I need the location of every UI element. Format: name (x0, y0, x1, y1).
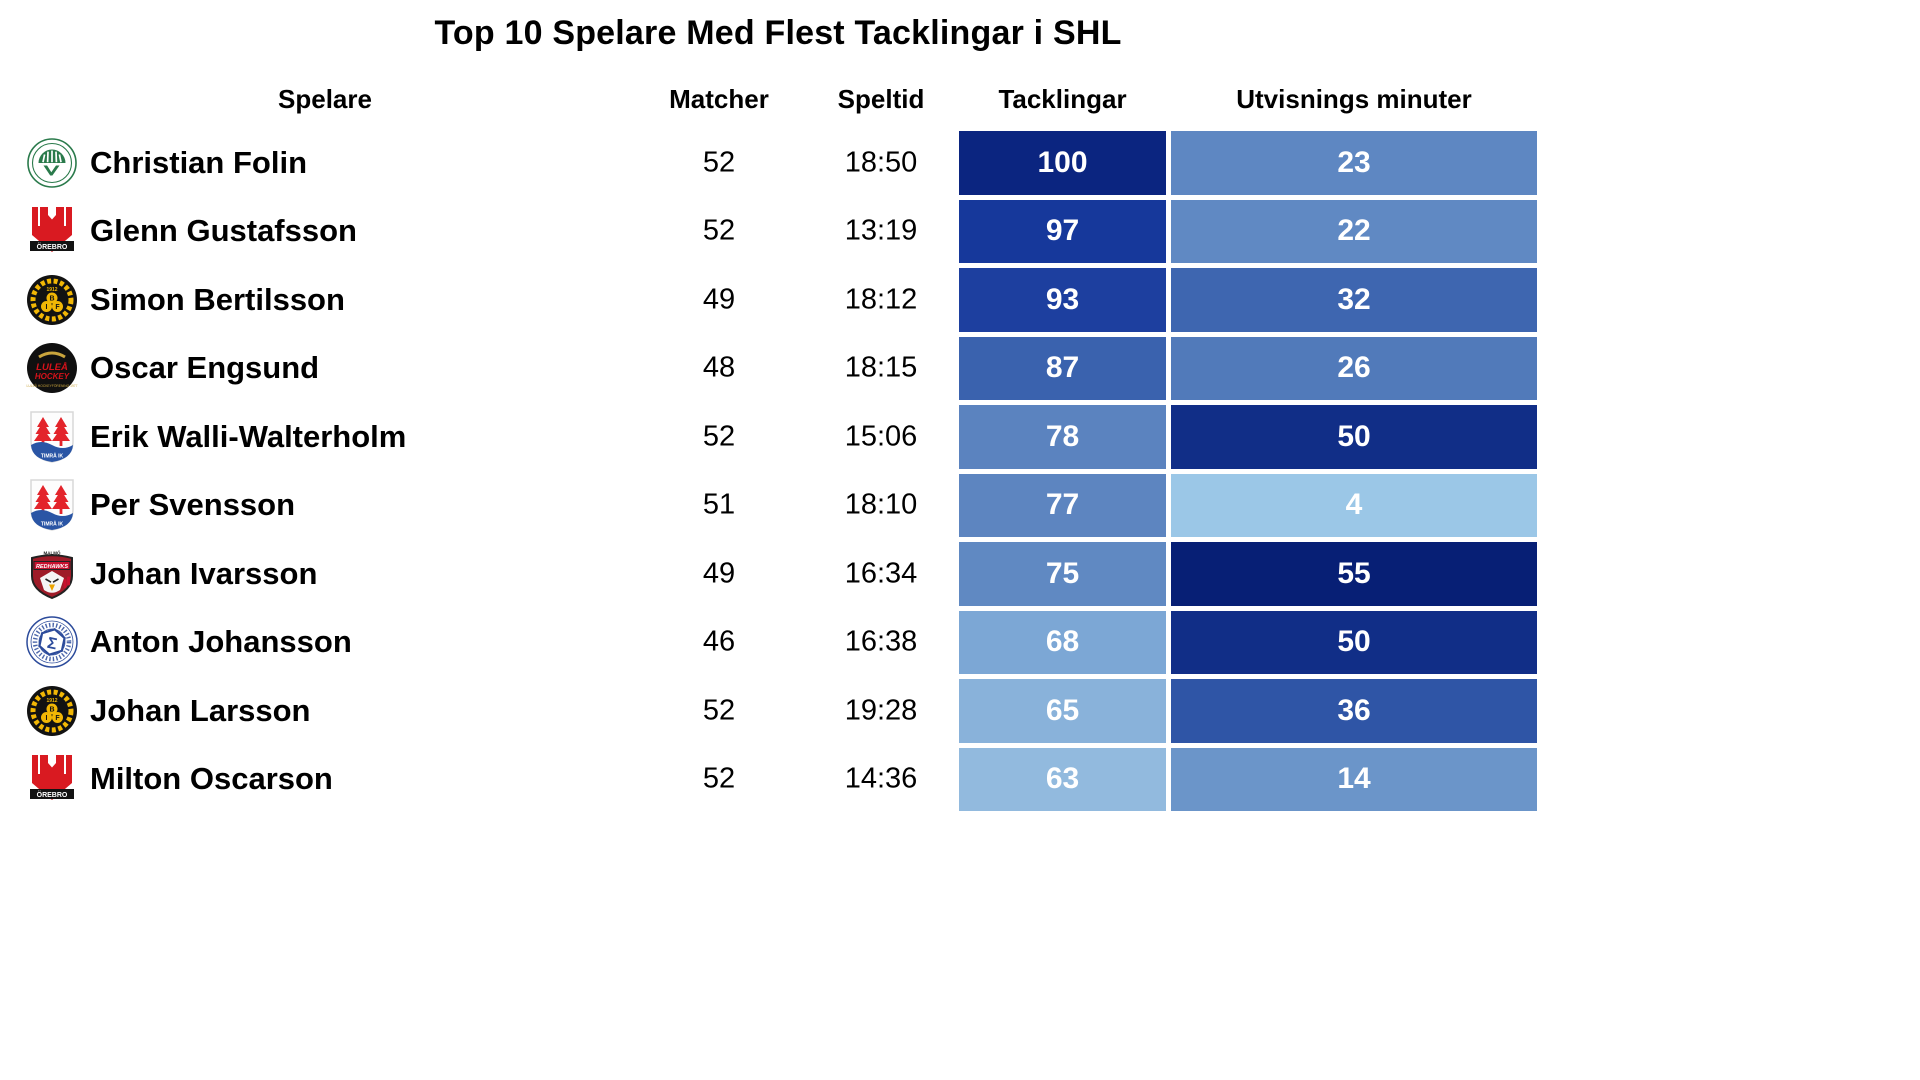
table-row: ÖREBRO Glenn Gustafsson 52 13:19 97 22 (0, 199, 1556, 263)
player-name: Simon Bertilsson (90, 281, 345, 317)
table-rows: Christian Folin 52 18:50 100 23 ÖREBRO Glenn… (0, 131, 1556, 816)
penalty-minutes-heat-cell: 14 (1171, 747, 1537, 811)
svg-text:HOCKEY: HOCKEY (35, 372, 70, 381)
penalty-minutes-heat-cell: 26 (1171, 336, 1537, 400)
tackles-heat-cell: 97 (959, 199, 1166, 263)
svg-text:TIMRÅ IK: TIMRÅ IK (41, 521, 64, 528)
tackles-heat-cell: 77 (959, 473, 1166, 537)
penalty-minutes-heat-cell: 23 (1171, 131, 1537, 195)
table-row: MALMÖ REDHAWKS Johan Ivarsson 49 16:34 75 55 (0, 542, 1556, 606)
svg-text:F: F (55, 715, 60, 722)
timra-logo-icon: TIMRÅ IK (25, 478, 79, 532)
matches-value: 52 (702, 694, 736, 727)
penalty-minutes-heat-cell: 50 (1171, 405, 1537, 469)
playtime-value: 16:38 (844, 625, 918, 658)
column-header-spelare: Spelare (278, 84, 372, 114)
penalty-minutes-heat-cell: 55 (1171, 542, 1537, 606)
matches-value: 51 (702, 488, 736, 521)
matches-value: 52 (702, 420, 736, 453)
penalty-minutes-heat-cell: 32 (1171, 268, 1537, 332)
orebro-logo-icon: ÖREBRO (25, 204, 79, 258)
malmo-logo-icon: MALMÖ REDHAWKS (25, 547, 79, 601)
playtime-value: 14:36 (844, 762, 918, 795)
player-name: Christian Folin (90, 144, 307, 180)
playtime-value: 18:50 (844, 146, 918, 179)
playtime-value: 13:19 (844, 214, 918, 247)
table-row: TIMRÅ IK Per Svensson 51 18:10 77 4 (0, 473, 1556, 537)
matches-value: 52 (702, 146, 736, 179)
orebro-logo-icon: ÖREBRO (25, 752, 79, 806)
tackles-heat-cell: 68 (959, 610, 1166, 674)
svg-text:I: I (46, 304, 48, 311)
svg-text:B: B (49, 706, 54, 713)
svg-text:Σ: Σ (46, 635, 59, 654)
tackles-heat-cell: 78 (959, 405, 1166, 469)
column-header-utvisningar: Utvisnings minuter (1236, 84, 1472, 114)
svg-text:TIMRÅ IK: TIMRÅ IK (41, 452, 64, 459)
player-name: Glenn Gustafsson (90, 213, 357, 249)
playtime-value: 18:15 (844, 351, 918, 384)
playtime-value: 15:06 (844, 420, 918, 453)
svg-text:ÖREBRO: ÖREBRO (37, 242, 68, 251)
tackles-heat-cell: 65 (959, 679, 1166, 743)
player-name: Anton Johansson (90, 624, 352, 660)
playtime-value: 18:12 (844, 283, 918, 316)
matches-value: 49 (702, 557, 736, 590)
matches-value: 52 (702, 214, 736, 247)
tackles-heat-cell: 75 (959, 542, 1166, 606)
tackles-heat-cell: 87 (959, 336, 1166, 400)
table-row: ÖREBRO Milton Oscarson 52 14:36 63 14 (0, 747, 1556, 811)
svg-text:MALMÖ: MALMÖ (44, 549, 61, 555)
matches-value: 46 (702, 625, 736, 658)
penalty-minutes-heat-cell: 50 (1171, 610, 1537, 674)
table-row: Σ Anton Johansson 46 16:38 68 50 (0, 610, 1556, 674)
playtime-value: 19:28 (844, 694, 918, 727)
table-row: LULEÅ HOCKEY LULEÅ HOCKEYFÖRENING 1977 O… (0, 336, 1556, 400)
player-name: Erik Walli-Walterholm (90, 418, 407, 454)
table-row: 1912 B I F Simon Bertilsson 49 18:12 93 32 (0, 268, 1556, 332)
svg-text:ÖREBRO: ÖREBRO (37, 790, 68, 799)
tackles-heat-cell: 100 (959, 131, 1166, 195)
matches-value: 49 (702, 283, 736, 316)
player-name: Milton Oscarson (90, 761, 333, 797)
penalty-minutes-heat-cell: 4 (1171, 473, 1537, 537)
lulea-logo-icon: LULEÅ HOCKEY LULEÅ HOCKEYFÖRENING 1977 (25, 341, 79, 395)
player-name: Johan Larsson (90, 692, 311, 728)
timra-logo-icon: TIMRÅ IK (25, 410, 79, 464)
player-name: Oscar Engsund (90, 350, 320, 386)
matches-value: 52 (702, 762, 736, 795)
tackles-heat-cell: 93 (959, 268, 1166, 332)
brynas-logo-icon: 1912 B I F (25, 273, 79, 327)
penalty-minutes-heat-cell: 22 (1171, 199, 1537, 263)
svg-text:F: F (55, 304, 60, 311)
svg-text:LULEÅ HOCKEYFÖRENING 1977: LULEÅ HOCKEYFÖRENING 1977 (27, 383, 78, 388)
matches-value: 48 (702, 351, 736, 384)
column-header-speltid: Speltid (837, 84, 925, 114)
table-row: Christian Folin 52 18:50 100 23 (0, 131, 1556, 195)
playtime-value: 18:10 (844, 488, 918, 521)
table-row: 1912 B I F Johan Larsson 52 19:28 65 36 (0, 679, 1556, 743)
leksands-logo-icon: Σ (25, 615, 79, 669)
frolunda-logo-icon (25, 136, 79, 190)
svg-text:I: I (46, 715, 48, 722)
playtime-value: 16:34 (844, 557, 918, 590)
svg-text:1912: 1912 (46, 287, 57, 293)
column-header-tacklingar: Tacklingar (998, 84, 1127, 114)
tackles-heat-cell: 63 (959, 747, 1166, 811)
svg-text:1912: 1912 (46, 698, 57, 704)
player-name: Johan Ivarsson (90, 555, 318, 591)
penalty-minutes-heat-cell: 36 (1171, 679, 1537, 743)
column-header-matcher: Matcher (669, 84, 769, 114)
svg-text:LULEÅ: LULEÅ (36, 362, 68, 373)
table-header-row: Spelare Matcher Speltid Tacklingar Utvis… (0, 84, 1556, 118)
page-title: Top 10 Spelare Med Flest Tacklingar i SH… (434, 14, 1122, 52)
svg-text:REDHAWKS: REDHAWKS (36, 564, 68, 570)
brynas-logo-icon: 1912 B I F (25, 684, 79, 738)
svg-text:B: B (49, 295, 54, 302)
player-name: Per Svensson (90, 487, 296, 523)
table-row: TIMRÅ IK Erik Walli-Walterholm 52 15:06 78 5… (0, 405, 1556, 469)
